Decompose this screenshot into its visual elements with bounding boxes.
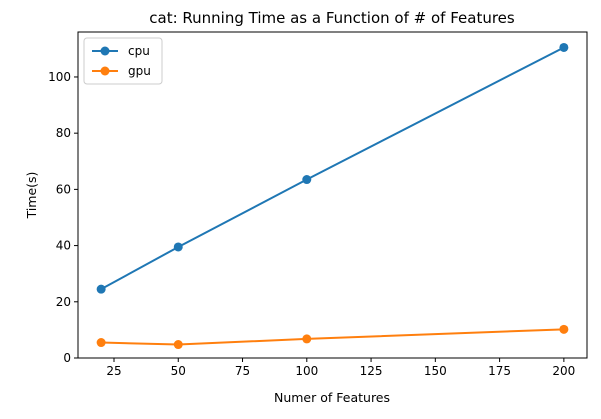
data-point-cpu	[173, 242, 183, 252]
data-point-cpu	[559, 42, 569, 52]
series-line-gpu	[101, 328, 564, 346]
data-point-gpu	[173, 340, 183, 350]
y-tick-label: 0	[63, 351, 71, 365]
data-point-cpu	[302, 175, 312, 185]
series-line-cpu	[100, 46, 565, 291]
data-point-cpu	[96, 284, 106, 294]
data-point-gpu	[559, 324, 569, 334]
x-tick-label: 200	[552, 364, 575, 378]
x-tick-label: 100	[295, 364, 318, 378]
legend-label-cpu: cpu	[128, 44, 150, 58]
data-point-gpu	[302, 334, 312, 344]
y-tick-label: 100	[48, 70, 71, 84]
x-tick-label: 25	[106, 364, 121, 378]
y-tick-label: 80	[56, 126, 71, 140]
x-axis-label: Numer of Features	[274, 390, 390, 405]
y-tick-label: 60	[56, 182, 71, 196]
data-point-gpu	[96, 338, 106, 348]
x-tick-label: 150	[424, 364, 447, 378]
x-tick-label: 125	[360, 364, 383, 378]
x-tick-label: 50	[171, 364, 186, 378]
legend-label-gpu: gpu	[128, 64, 151, 78]
legend-marker-gpu	[100, 66, 110, 76]
y-axis-label: Time(s)	[24, 172, 39, 220]
plot-frame	[77, 31, 588, 359]
x-tick-label: 75	[235, 364, 250, 378]
legend-marker-cpu	[100, 46, 110, 56]
x-tick-label: 175	[488, 364, 511, 378]
y-tick-label: 40	[56, 239, 71, 253]
y-tick-label: 20	[56, 295, 71, 309]
chart-title: cat: Running Time as a Function of # of …	[149, 9, 515, 27]
